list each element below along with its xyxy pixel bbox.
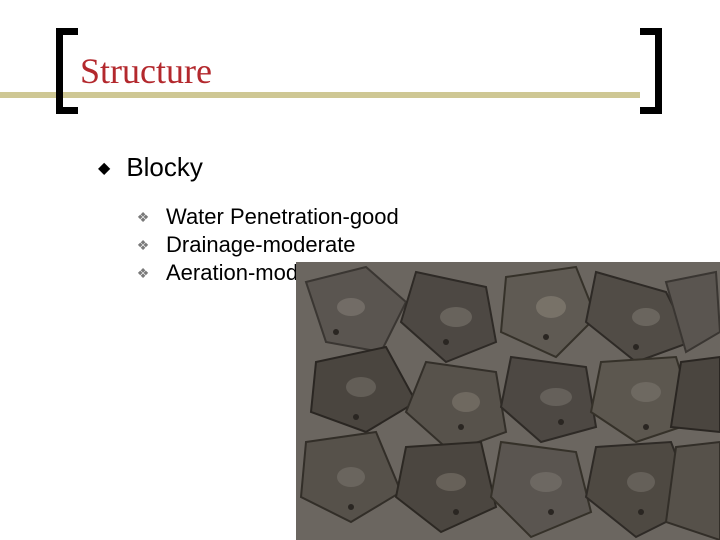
clover-bullet-icon: ❖	[136, 265, 150, 282]
title-bracket-left	[56, 28, 78, 114]
sub-bullet-text: Water Penetration-good	[166, 204, 399, 230]
sub-bullet-item: ❖ Drainage-moderate	[136, 232, 399, 258]
header-underline	[0, 92, 640, 98]
clover-bullet-icon: ❖	[136, 237, 150, 254]
title-bracket-right	[640, 28, 662, 114]
clover-bullet-icon: ❖	[136, 209, 150, 226]
main-bullet-row: ◆ Blocky	[98, 152, 203, 183]
soil-blocky-image	[296, 262, 720, 540]
slide-title: Structure	[80, 50, 212, 92]
sub-bullet-text: Drainage-moderate	[166, 232, 356, 258]
diamond-bullet-icon: ◆	[98, 158, 110, 178]
main-bullet-label: Blocky	[126, 152, 203, 183]
sub-bullet-item: ❖ Water Penetration-good	[136, 204, 399, 230]
